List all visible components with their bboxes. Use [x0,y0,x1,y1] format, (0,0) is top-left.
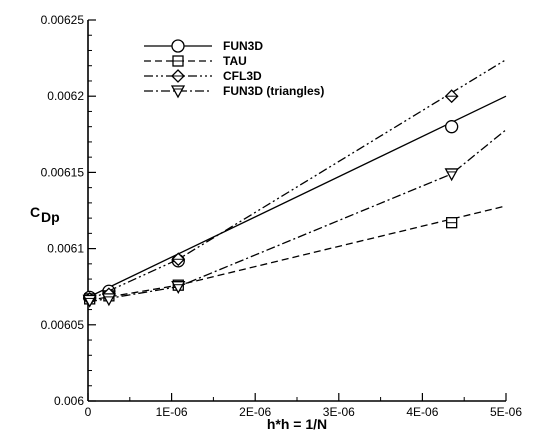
y-tick-label: 0.0062 [47,89,84,103]
ticks-group: 0 1E-06 2E-06 3E-06 4E-06 5E-06 0.006 0.00605 0.… [41,13,523,419]
series-group [82,59,507,308]
legend-label: CFL3D [223,69,262,83]
x-tick-label: 4E-06 [406,405,438,419]
series-line [87,95,507,298]
x-tick-label: 3E-06 [323,405,355,419]
x-tick-label: 2E-06 [239,405,271,419]
series-fun3d [83,95,507,305]
legend-label: FUN3D (triangles) [223,84,324,98]
legend-entry: FUN3D (triangles) [144,84,324,99]
legend-marker [170,85,186,99]
legend-label: FUN3D [223,39,263,53]
legend-entry: CFL3D [144,69,262,83]
data-point [445,120,459,134]
y-tick-label: 0.00625 [41,13,85,27]
legend-entry: FUN3D [144,39,263,53]
y-axis-title-subscript: Dp [41,209,60,225]
series-tau [84,205,507,305]
series-line [87,59,507,302]
y-axis-title: C Dp [30,204,60,225]
data-point [101,293,116,307]
series-line [87,205,507,302]
y-tick-label: 0.006 [54,394,84,408]
y-tick-label: 0.0061 [47,242,84,256]
legend-label: TAU [223,54,247,68]
x-tick-label: 1E-06 [156,405,188,419]
x-tick-label: 5E-06 [490,405,522,419]
plot-frame-group [87,20,506,402]
y-tick-label: 0.00605 [41,318,85,332]
data-point [82,294,97,308]
legend-marker [171,39,185,53]
data-point [444,168,459,182]
x-tick-label: 0 [85,405,92,419]
y-axis-title-main: C [30,204,40,220]
series-fun3d-triangles [82,129,507,308]
series-line [87,129,507,303]
legend-marker [171,69,185,83]
data-point [171,252,186,267]
y-tick-label: 0.00615 [41,165,85,179]
legend-entry: TAU [144,54,247,68]
legend-marker [172,55,184,67]
data-point [446,217,458,229]
data-point [171,281,186,295]
data-point [444,89,459,104]
x-axis-title: h*h = 1/N [267,416,327,432]
